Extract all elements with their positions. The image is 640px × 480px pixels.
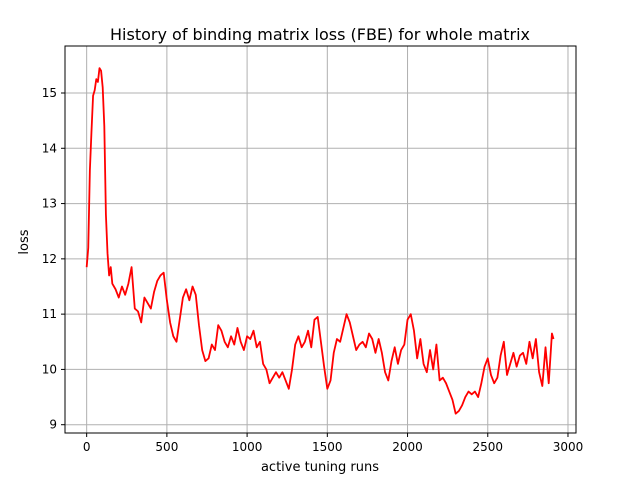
grid	[65, 46, 576, 433]
x-tick-label: 0	[83, 440, 91, 454]
y-tick-label: 10	[42, 362, 57, 376]
x-axis-label: active tuning runs	[261, 460, 379, 475]
y-tick-label: 15	[42, 86, 57, 100]
series-layer	[85, 67, 555, 415]
y-tick-label: 13	[42, 197, 57, 211]
x-tick-label: 2500	[472, 440, 503, 454]
x-tick-label: 500	[155, 440, 178, 454]
x-tick-label: 1500	[312, 440, 343, 454]
y-tick-label: 9	[49, 418, 57, 432]
x-tick-label: 3000	[553, 440, 584, 454]
ticks: 0 500 1000 1500 2000 2500 3000 9 10 11 12 13 14 15	[42, 86, 584, 454]
y-tick-label: 11	[42, 307, 57, 321]
x-tick-label: 2000	[392, 440, 423, 454]
y-axis-label: loss	[17, 229, 32, 254]
plot-frame	[64, 45, 577, 434]
y-tick-label: 14	[42, 141, 57, 155]
chart-title: History of binding matrix loss (FBE) for…	[110, 25, 530, 44]
x-tick-label: 1000	[232, 440, 263, 454]
series-line	[85, 67, 555, 415]
y-tick-label: 12	[42, 252, 57, 266]
